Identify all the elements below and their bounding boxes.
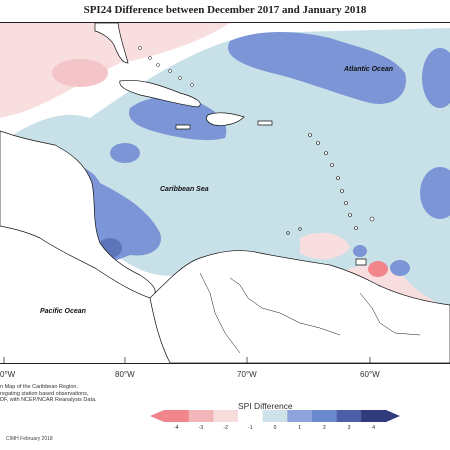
lon-label-left-edge: 0°W	[0, 370, 16, 379]
legend-tick-label: 0	[273, 425, 277, 431]
land-central-america	[0, 130, 156, 299]
atlantic-ocean-label: Atlantic Ocean	[343, 66, 393, 73]
land-jamaica	[175, 124, 191, 130]
legend-color-cell	[262, 410, 288, 422]
map-frame: Atlantic Ocean Caribbean Sea Pacific Oce…	[0, 22, 450, 364]
legend-tick-label: -1	[248, 425, 253, 431]
legend-color-cell	[361, 410, 387, 422]
pacific-ocean-label: Pacific Ocean	[40, 308, 86, 315]
land-border-colombia	[199, 272, 241, 354]
legend-tick-label: 1	[298, 425, 302, 431]
land-trinidad	[355, 258, 367, 266]
legend-colorbar	[150, 410, 400, 422]
legend-title: SPI Difference	[238, 401, 293, 411]
wet-core-east	[420, 167, 450, 219]
legend-tick-label: 4	[372, 425, 376, 431]
map-title: SPI24 Difference between December 2017 a…	[83, 4, 367, 16]
wet-core-northeast	[422, 48, 450, 108]
land-florida-bahamas	[94, 22, 129, 64]
land-venezuela-coast	[229, 277, 341, 336]
legend-tick-label: 2	[322, 425, 326, 431]
land-border-guyana	[359, 292, 421, 336]
wet-core-trinidad	[353, 245, 367, 257]
legend-tick-label: -4	[174, 425, 179, 431]
legend-tick-label: -2	[223, 425, 228, 431]
description-note: n Map of the Caribbean Region. regating …	[0, 384, 140, 404]
note-line: n Map of the Caribbean Region.	[0, 384, 78, 390]
spi-difference-map: Atlantic Ocean Caribbean Sea Pacific Oce…	[0, 22, 450, 364]
legend-arrow-right	[386, 410, 400, 422]
dry-patch-top-west	[52, 59, 108, 87]
caribbean-sea-label: Caribbean Sea	[160, 186, 209, 193]
legend-color-cell	[312, 410, 338, 422]
legend-color-cell	[213, 410, 239, 422]
legend-color-cell	[287, 410, 313, 422]
legend-color-cell	[238, 410, 264, 422]
lesser-antilles	[286, 133, 375, 235]
note-line: DF, with NCEP/NCAR Reanalysis Data.	[0, 397, 97, 403]
wet-core-greater-antilles	[129, 96, 227, 141]
land-cuba	[119, 79, 201, 108]
credit-text: CIMH February 2018	[6, 436, 53, 442]
legend-color-cell	[336, 410, 362, 422]
lon-label-70w: 70°W	[237, 370, 257, 379]
legend-color-cell	[164, 410, 190, 422]
legend-color-cell	[188, 410, 214, 422]
legend-arrow-left	[150, 410, 164, 422]
longitude-ticks	[3, 357, 371, 363]
dry-patch-east	[300, 232, 350, 260]
land-puerto-rico	[257, 120, 273, 126]
dry-patch-north	[0, 23, 230, 118]
land-hispaniola	[206, 112, 245, 126]
note-line: regating station based observations,	[0, 390, 89, 397]
legend-tick-label: 3	[347, 425, 351, 431]
dry-core-guyana	[368, 261, 388, 277]
legend-tick-label: -3	[198, 425, 204, 431]
wet-core-west	[110, 143, 140, 163]
wet-core-atlantic	[228, 32, 406, 104]
wet-core-guiana	[390, 260, 410, 276]
lon-label-80w: 80°W	[115, 370, 135, 379]
lon-label-60w: 60°W	[360, 370, 380, 379]
bahamas-islands	[138, 46, 194, 87]
